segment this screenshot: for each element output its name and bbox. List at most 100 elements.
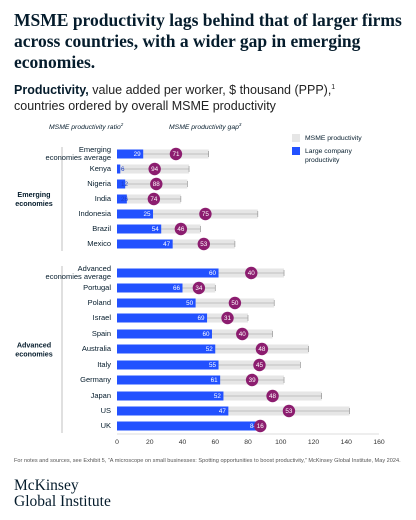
group-label-line1: Emerging: [17, 190, 50, 199]
legend-swatch-large: [292, 147, 300, 155]
gap-marker: [253, 358, 266, 372]
ratio-header: MSME productivity ratio2: [49, 122, 124, 131]
row-label: Poland: [88, 298, 111, 307]
x-tick-label: 140: [341, 439, 353, 446]
subtitle-bold: Productivity,: [14, 83, 89, 98]
gap-marker: [282, 404, 296, 418]
msme-bar: [117, 224, 162, 234]
msme-bar: [117, 164, 121, 174]
msme-bar: [117, 391, 224, 401]
subtitle-footnote-mark: 1: [331, 84, 336, 91]
row-label-line1: Emerging: [79, 145, 111, 154]
ratio-label: 25: [144, 211, 152, 218]
gap-label: 50: [231, 300, 239, 307]
msme-bar: [117, 268, 219, 278]
gap-label: 34: [195, 285, 203, 292]
x-tick-label: 60: [211, 439, 219, 446]
gap-marker: [254, 419, 267, 433]
row-label: Mexico: [87, 239, 111, 248]
msme-bar: [117, 209, 154, 219]
gap-marker: [197, 237, 210, 251]
gap-marker: [245, 266, 258, 280]
x-tick-label: 100: [275, 439, 287, 446]
gap-marker: [147, 192, 161, 206]
gap-marker: [148, 162, 161, 176]
msme-bar: [117, 194, 127, 204]
ratio-label: 61: [211, 377, 219, 384]
ratio-label: 84: [250, 423, 258, 430]
ratio-label: 54: [152, 226, 160, 233]
gap-marker: [174, 222, 188, 236]
ratio-label: 29: [134, 151, 142, 158]
gap-label: 88: [153, 181, 161, 188]
gap-label: 40: [248, 270, 256, 277]
row-label-line2: economies average: [46, 272, 111, 281]
row-label: US: [101, 406, 111, 415]
x-tick-label: 0: [115, 439, 119, 446]
ratio-label: 47: [219, 408, 227, 415]
msme-bar: [117, 283, 183, 293]
msme-bar: [117, 329, 212, 339]
legend-swatch-msme: [292, 134, 300, 142]
ratio-label: 26: [121, 196, 129, 203]
ratio-label: 47: [163, 241, 171, 248]
bar-chart: MSME productivity ratio2 MSME productivit…: [15, 122, 385, 446]
ratio-label: 69: [198, 315, 206, 322]
legend-label-large-line2: productivity: [305, 157, 340, 164]
gap-label: 40: [239, 331, 247, 338]
gap-marker: [169, 147, 183, 161]
row-label: Spain: [92, 329, 111, 338]
gap-header-mark: 3: [239, 122, 242, 127]
ratio-label: 50: [186, 300, 194, 307]
msme-bar: [117, 298, 196, 308]
gap-label: 71: [172, 151, 180, 158]
row-label: Portugal: [83, 283, 111, 292]
ratio-label: 55: [209, 362, 217, 369]
gap-header: MSME productivity gap3: [169, 122, 242, 131]
brand-logo: McKinsey Global Institute: [14, 478, 111, 510]
chart-title: MSME productivity lags behind that of la…: [14, 10, 402, 72]
row-label: Indonesia: [78, 209, 111, 218]
x-tick-label: 120: [308, 439, 320, 446]
row-label: Kenya: [90, 164, 112, 173]
row-label-line2: economies average: [46, 153, 111, 162]
gap-marker: [150, 177, 163, 191]
msme-bar: [117, 344, 216, 354]
x-tick-label: 160: [373, 439, 385, 446]
row-label: India: [95, 194, 112, 203]
group-label-line2: economies: [15, 349, 53, 358]
gap-label: 48: [258, 346, 266, 353]
gap-marker: [245, 373, 259, 387]
gap-label: 53: [200, 241, 208, 248]
gap-label: 74: [150, 196, 158, 203]
brand-line-2: Global Institute: [14, 493, 111, 510]
msme-bar: [117, 239, 173, 249]
row-label: Italy: [97, 360, 111, 369]
x-tick-label: 80: [244, 439, 252, 446]
gap-label: 45: [256, 362, 264, 369]
gap-label: 39: [249, 377, 257, 384]
gap-marker: [255, 342, 269, 356]
group-label-line1: Advanced: [17, 340, 51, 349]
row-label: Australia: [82, 344, 112, 353]
gap-marker: [236, 327, 249, 341]
gap-marker: [221, 311, 234, 325]
subtitle-rest: value added per worker, $ thousand (PPP)…: [88, 83, 332, 98]
group-label-line2: economies: [15, 199, 53, 208]
ratio-label: 52: [206, 346, 214, 353]
gap-marker: [266, 389, 279, 403]
gap-label: 94: [151, 166, 159, 173]
x-tick-label: 20: [146, 439, 154, 446]
gap-label: 46: [177, 226, 185, 233]
gap-label: 16: [257, 423, 265, 430]
ratio-label: 60: [202, 331, 210, 338]
legend-label-large-line1: Large company: [305, 148, 352, 155]
gap-label: 31: [224, 315, 232, 322]
gap-marker: [199, 207, 212, 221]
row-label: Brazil: [92, 224, 111, 233]
msme-bar: [117, 360, 219, 370]
chart-subtitle: Productivity, value added per worker, $ …: [14, 80, 404, 114]
row-label: Japan: [91, 391, 111, 400]
ratio-label: 52: [214, 393, 222, 400]
gap-label: 53: [285, 408, 293, 415]
